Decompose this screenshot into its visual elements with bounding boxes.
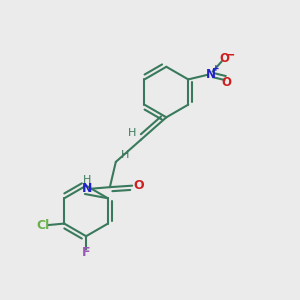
Text: Cl: Cl [36,218,49,232]
Text: H: H [83,175,91,185]
Text: −: − [225,49,236,62]
Text: O: O [219,52,229,65]
Text: +: + [212,64,220,73]
Text: O: O [134,179,144,192]
Text: N: N [206,68,215,82]
Text: H: H [128,128,136,138]
Text: F: F [82,246,90,259]
Text: N: N [82,182,92,195]
Text: H: H [121,150,130,160]
Text: O: O [222,76,232,89]
